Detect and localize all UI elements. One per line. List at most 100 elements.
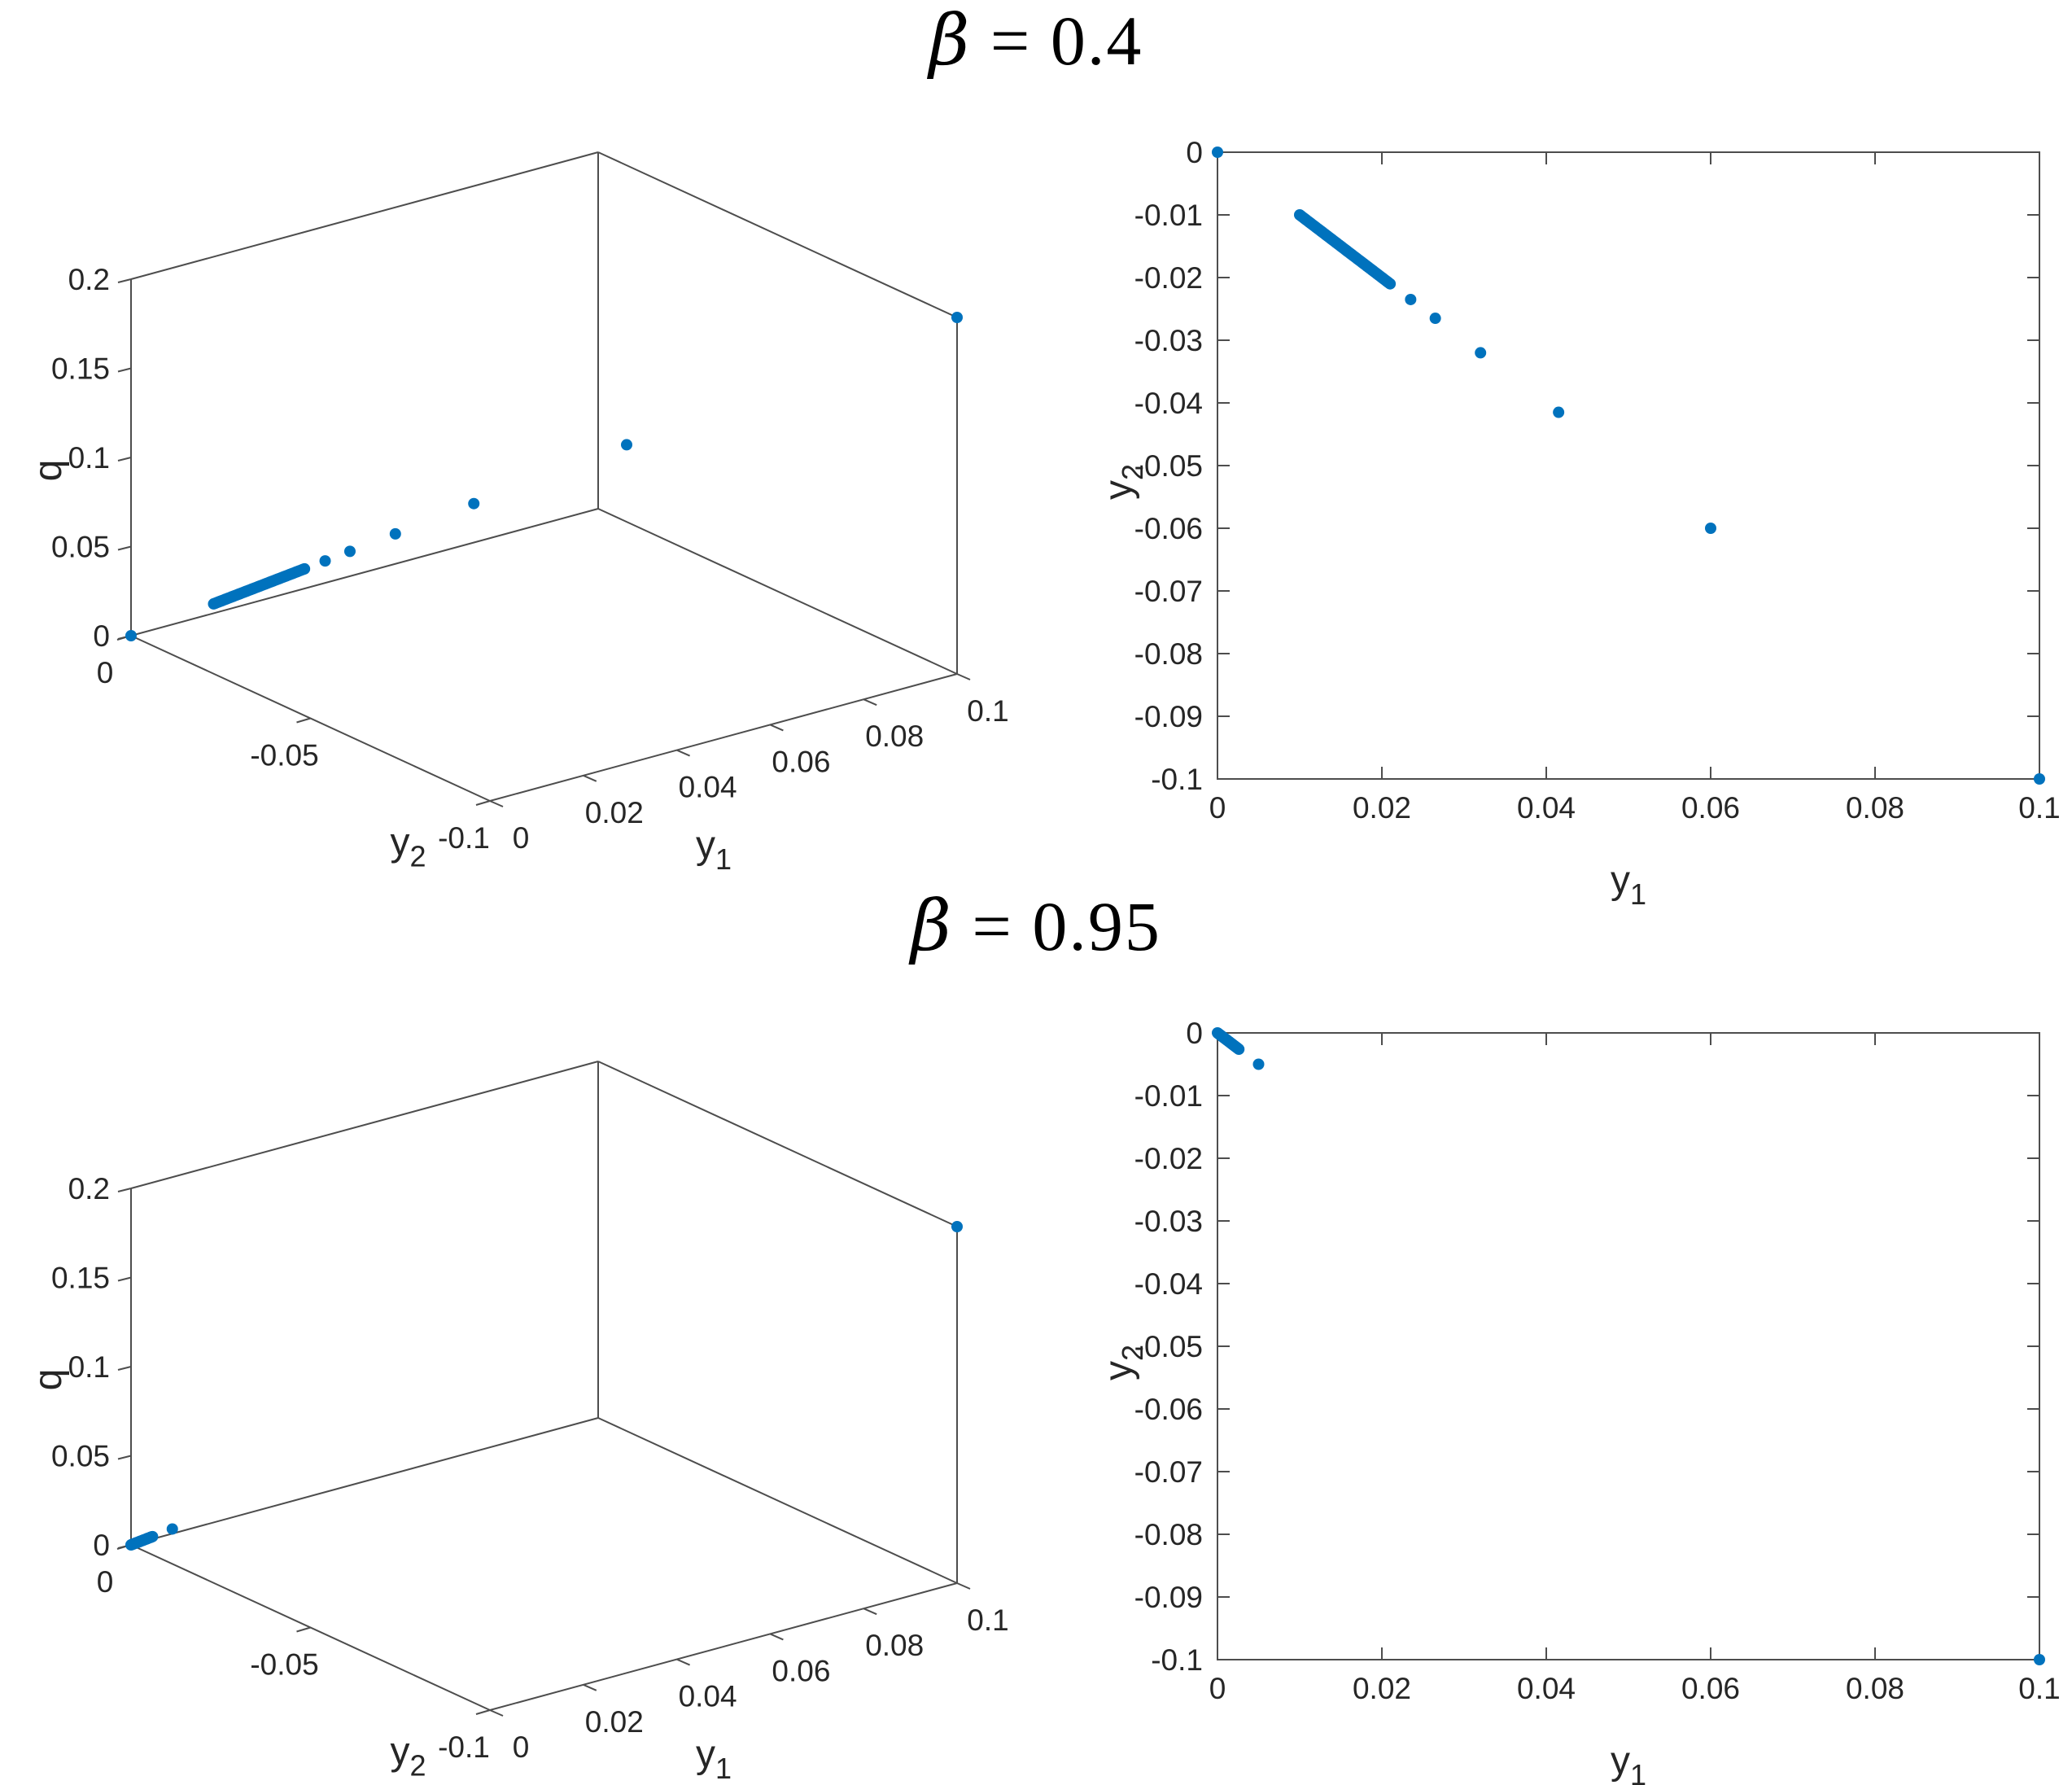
x-tick: [769, 1633, 784, 1641]
x-tick-label: 0.04: [1517, 791, 1576, 825]
z-tick-label: 0.15: [51, 352, 110, 386]
y-tick-label: -0.09: [1134, 700, 1203, 733]
y-tick-label: -0.03: [1134, 1205, 1203, 1238]
z-axis-label: q: [27, 460, 70, 482]
y-tick-label: -0.05: [1134, 1330, 1203, 1363]
x-tick-label: 0: [1209, 1672, 1226, 1705]
y-tick-label: -0.1: [1151, 763, 1203, 796]
x-tick: [863, 1608, 877, 1616]
y-tick-label: -0.1: [438, 1730, 490, 1764]
x-tick: [956, 673, 971, 680]
z-tick: [117, 1276, 132, 1282]
data-point: [1384, 278, 1397, 290]
y-tick-label: -0.1: [438, 821, 490, 855]
z-tick: [117, 1188, 132, 1192]
panel-3d-0.95: 0 0.05 0.1 0.15 0.2 0 -0.05 -0.1 0 0.02 0.04 0.06 0.…: [27, 1061, 1009, 1785]
z-tick: [117, 545, 132, 551]
x-tick-label: 0: [513, 1730, 530, 1764]
x-tick-label: 0.04: [679, 771, 737, 804]
x-tick-label: 0.06: [1681, 791, 1740, 825]
z-tick: [117, 1366, 132, 1371]
x-tick-label: 0.06: [772, 1654, 830, 1687]
x-tick-label: 0.1: [2018, 1672, 2060, 1705]
data-point: [951, 1221, 963, 1232]
title-value: = 0.4: [971, 2, 1143, 80]
y-tick-label: -0.05: [1134, 449, 1203, 483]
x-tick-label: 0.04: [1517, 1672, 1576, 1705]
x-tick-label: 0.06: [772, 745, 830, 778]
x-tick-label: 0.04: [679, 1680, 737, 1713]
y-axis-label: y2: [1097, 464, 1149, 500]
y-tick-label: -0.08: [1134, 637, 1203, 671]
x-axis-label: y1: [696, 1733, 732, 1785]
y-tick-label: -0.05: [250, 1648, 318, 1682]
z-tick-label: 0: [93, 1529, 110, 1562]
x-axis-label: y1: [1611, 859, 1646, 911]
y-tick: [296, 1626, 311, 1633]
data-point: [2034, 1654, 2045, 1665]
data-point: [343, 545, 356, 558]
box-edge: [489, 673, 958, 802]
y-tick: [296, 717, 311, 724]
y-tick-label: -0.1: [1151, 1643, 1203, 1677]
x-tick-label: 0.02: [1353, 791, 1411, 825]
x-tick: [583, 774, 597, 782]
x-tick-label: 0.02: [1353, 1672, 1411, 1705]
z-axis-label: q: [27, 1369, 70, 1391]
box-edge: [130, 508, 599, 637]
plot-box: [1217, 1032, 2040, 1660]
x-tick-label: 0.02: [585, 796, 644, 829]
box-edge: [130, 1061, 599, 1189]
panel-3d-0.4: 0 0.05 0.1 0.15 0.2 0 -0.05 -0.1 0 0.02 0.04 0.06 0.…: [27, 151, 1009, 876]
x-axis-label: y1: [696, 824, 732, 876]
y-tick-label: 0: [1186, 136, 1203, 169]
y-tick-label: -0.05: [250, 739, 318, 772]
box-edge: [130, 1417, 599, 1546]
y-tick-label: -0.01: [1134, 199, 1203, 232]
y-tick: [475, 1709, 491, 1715]
data-point: [621, 439, 632, 451]
box-edge: [489, 1582, 958, 1711]
data-point: [299, 562, 311, 575]
data-point: [146, 1530, 159, 1542]
z-tick-label: 0.2: [68, 263, 110, 296]
x-tick: [676, 1658, 691, 1666]
x-axis-label: y1: [1611, 1739, 1646, 1785]
x-tick-label: 0.08: [865, 1629, 924, 1662]
panel-2d-0.95: 0 0.02 0.04 0.06 0.08 0.1 0 -0.01 -0.02 -0.03 -0.0…: [1097, 1017, 2061, 1785]
box-edge: [597, 1061, 958, 1227]
x-tick-label: 0.02: [585, 1705, 644, 1739]
box-edge: [597, 508, 958, 675]
x-tick-label: 0.08: [1846, 791, 1904, 825]
y-tick-label: -0.08: [1134, 1518, 1203, 1551]
y-tick-label: -0.09: [1134, 1581, 1203, 1614]
data-point: [389, 527, 401, 540]
y-tick-label: -0.01: [1134, 1079, 1203, 1113]
z-tick: [117, 457, 132, 462]
data-point: [1705, 523, 1716, 534]
data-point: [1405, 293, 1417, 305]
z-tick-label: 0.05: [51, 1440, 110, 1473]
x-tick-label: 0.06: [1681, 1672, 1740, 1705]
x-tick: [489, 800, 504, 807]
x-tick-label: 0: [513, 821, 530, 855]
x-tick-label: 0.08: [1846, 1672, 1904, 1705]
y-tick-label: -0.06: [1134, 1393, 1203, 1426]
data-point: [951, 312, 963, 323]
x-tick: [863, 698, 877, 707]
panel-2d-0.4: 0 0.02 0.04 0.06 0.08 0.1 0 -0.01 -0.02 -0.03 -0.0…: [1097, 136, 2061, 911]
x-tick: [676, 749, 691, 757]
beta-symbol: β: [929, 0, 972, 81]
z-tick-label: 0.1: [68, 441, 110, 475]
x-tick: [769, 724, 784, 732]
x-tick: [489, 1709, 504, 1717]
y-tick-label: -0.07: [1134, 1455, 1203, 1489]
box-edge: [130, 151, 599, 280]
y-tick: [475, 800, 491, 806]
y-tick-label: -0.02: [1134, 1142, 1203, 1175]
y-tick-label: -0.03: [1134, 324, 1203, 357]
y-tick-label: -0.06: [1134, 512, 1203, 545]
data-point: [1212, 147, 1223, 158]
x-tick: [956, 1582, 971, 1590]
